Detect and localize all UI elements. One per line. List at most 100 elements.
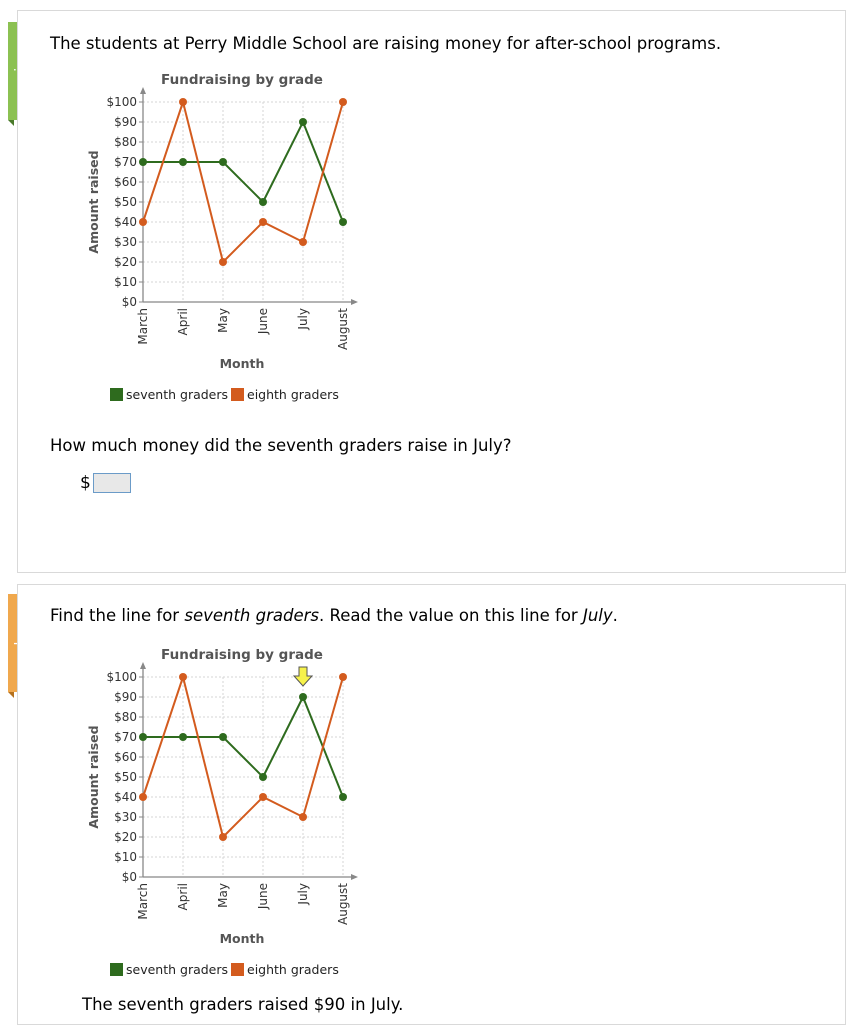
- y-tick-label: $0: [122, 295, 137, 309]
- review-intro: The students at Perry Middle School are …: [50, 34, 722, 53]
- series-line-eighth-graders: [142, 98, 344, 264]
- data-point-eighth-graders: [219, 833, 227, 841]
- data-point-eighth-graders: [139, 793, 147, 801]
- data-point-seventh-graders: [259, 198, 267, 206]
- data-point-seventh-graders: [339, 218, 347, 226]
- legend-label-eighth-graders: eighth graders: [247, 962, 339, 977]
- instruction-emphasis-month: July: [582, 606, 613, 625]
- arrow-down-icon: [292, 666, 314, 687]
- x-axis-arrow: [351, 299, 358, 305]
- y-tick-label: $30: [114, 235, 137, 249]
- review-question: How much money did the seventh graders r…: [50, 436, 512, 455]
- data-point-eighth-graders: [299, 238, 307, 246]
- y-axis-label: Amount raised: [86, 725, 101, 828]
- solve-panel: [17, 584, 846, 1025]
- x-tick-label: May: [216, 308, 230, 333]
- legend-swatch-eighth-graders: [231, 388, 244, 401]
- legend-label-eighth-graders: eighth graders: [247, 387, 339, 402]
- solve-chart: Fundraising by grade $0 $10 $20 $30 $40 $50 $60…: [86, 647, 358, 977]
- x-axis-label: Month: [220, 931, 265, 946]
- x-tick-label: April: [176, 308, 190, 335]
- series-line-seventh-graders: [143, 694, 344, 798]
- y-tick-label: $70: [114, 155, 137, 169]
- x-tick-label: June: [256, 308, 270, 335]
- x-tick-label: June: [256, 883, 270, 910]
- data-point-eighth-graders: [259, 793, 267, 801]
- y-tick-label: $50: [114, 770, 137, 784]
- y-tick-label: $60: [114, 175, 137, 189]
- legend-label-seventh-graders: seventh graders: [126, 387, 228, 402]
- review-divider: [17, 506, 18, 573]
- data-point-seventh-graders: [219, 158, 227, 166]
- data-point-seventh-graders: [299, 118, 307, 126]
- x-axis-arrow: [351, 874, 358, 880]
- chart-legend: seventh graders eighth graders: [110, 962, 339, 977]
- x-tick-label: August: [336, 883, 350, 925]
- y-axis-arrow: [140, 87, 146, 94]
- y-tick-label: $80: [114, 135, 137, 149]
- review-chart: Fundraising by grade $0 $10 $20 $30 $40 $50 $60…: [86, 72, 358, 402]
- instruction-text-2: . Read the value on this line for: [319, 606, 583, 625]
- data-point-eighth-graders: [339, 98, 347, 106]
- y-tick-label: $20: [114, 255, 137, 269]
- data-point-seventh-graders: [139, 733, 147, 741]
- legend-swatch-seventh-graders: [110, 388, 123, 401]
- x-tick-label: April: [176, 883, 190, 910]
- x-tick-label: March: [136, 308, 150, 345]
- instruction-text-1: Find the line for: [50, 606, 185, 625]
- y-tick-label: $40: [114, 215, 137, 229]
- y-tick-label: $50: [114, 195, 137, 209]
- solve-tab-corner: [8, 692, 14, 698]
- series-line-seventh-graders: [143, 119, 344, 223]
- y-tick-label: $20: [114, 830, 137, 844]
- y-tick-label: $60: [114, 750, 137, 764]
- y-tick-label: $0: [122, 870, 137, 884]
- data-point-seventh-graders: [179, 733, 187, 741]
- x-tick-label: May: [216, 883, 230, 908]
- chart-title: Fundraising by grade: [161, 647, 323, 663]
- data-point-seventh-graders: [179, 158, 187, 166]
- y-tick-label: $100: [106, 670, 137, 684]
- y-axis-label: Amount raised: [86, 150, 101, 253]
- data-point-eighth-graders: [299, 813, 307, 821]
- instruction-emphasis-series: seventh graders: [184, 606, 320, 625]
- y-tick-label: $90: [114, 115, 137, 129]
- x-tick-label: March: [136, 883, 150, 920]
- data-point-seventh-graders: [259, 773, 267, 781]
- data-point-eighth-graders: [259, 218, 267, 226]
- instruction-text-3: .: [612, 606, 618, 625]
- y-tick-label: $80: [114, 710, 137, 724]
- x-tick-label: July: [296, 883, 310, 906]
- y-tick-label: $10: [114, 850, 137, 864]
- y-tick-label: $40: [114, 790, 137, 804]
- review-panel: [17, 10, 846, 573]
- series-line-eighth-graders: [142, 673, 344, 839]
- data-point-seventh-graders: [299, 693, 307, 701]
- legend-swatch-seventh-graders: [110, 963, 123, 976]
- solve-conclusion: The seventh graders raised $90 in July.: [82, 995, 404, 1014]
- data-point-eighth-graders: [179, 98, 187, 106]
- review-tab-corner: [8, 120, 14, 126]
- x-axis-label: Month: [220, 356, 265, 371]
- chart-legend: seventh graders eighth graders: [110, 387, 339, 402]
- chart-title: Fundraising by grade: [161, 72, 323, 88]
- solve-instruction: Find the line for seventh graders. Read …: [50, 606, 618, 625]
- answer-row: $: [80, 471, 131, 495]
- data-point-eighth-graders: [219, 258, 227, 266]
- y-tick-label: $10: [114, 275, 137, 289]
- legend-swatch-eighth-graders: [231, 963, 244, 976]
- data-point-eighth-graders: [179, 673, 187, 681]
- data-point-eighth-graders: [339, 673, 347, 681]
- y-tick-label: $100: [106, 95, 137, 109]
- chart-grid: [143, 101, 344, 302]
- answer-input[interactable]: [92, 473, 131, 493]
- data-point-eighth-graders: [139, 218, 147, 226]
- y-tick-label: $70: [114, 730, 137, 744]
- answer-currency: $: [80, 473, 91, 493]
- legend-label-seventh-graders: seventh graders: [126, 962, 228, 977]
- x-tick-label: July: [296, 308, 310, 331]
- y-axis-arrow: [140, 662, 146, 669]
- x-tick-label: August: [336, 308, 350, 350]
- data-point-seventh-graders: [139, 158, 147, 166]
- data-point-seventh-graders: [339, 793, 347, 801]
